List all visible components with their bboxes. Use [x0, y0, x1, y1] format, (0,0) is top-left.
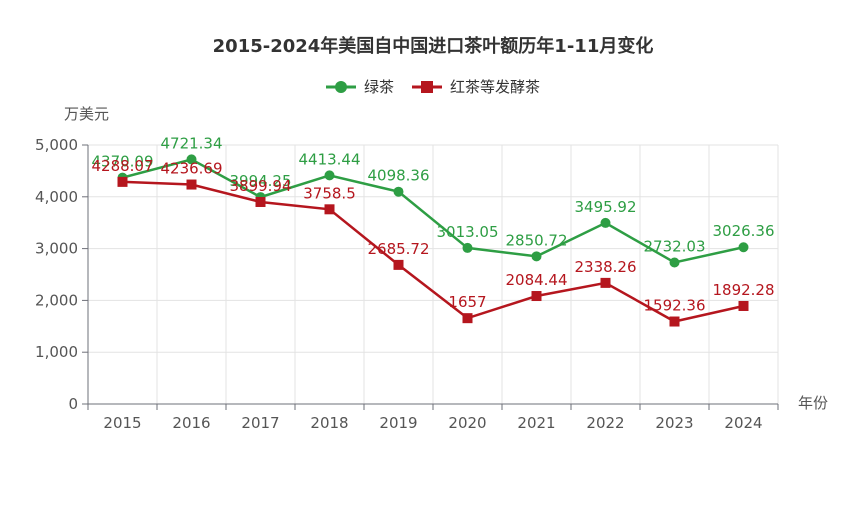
series-layer — [117, 154, 749, 327]
data-point[interactable] — [393, 186, 404, 197]
data-label: 3026.36 — [712, 222, 774, 240]
data-label: 3758.5 — [303, 184, 356, 202]
x-tick-label: 2024 — [724, 414, 762, 432]
x-tick-label: 2021 — [517, 414, 555, 432]
data-point[interactable] — [462, 242, 473, 253]
grid-lines — [88, 144, 779, 404]
x-axis-title: 年份 — [798, 394, 828, 412]
data-point[interactable] — [393, 259, 404, 270]
y-tick-label: 4,000 — [35, 188, 78, 206]
data-label: 1657 — [448, 293, 486, 311]
data-label: 3994.25 — [229, 172, 291, 190]
x-tick-label: 2020 — [448, 414, 486, 432]
x-tick-label: 2016 — [172, 414, 210, 432]
data-labels: 4370.09 4721.34 3994.25 4413.44 4098.36 3013.… — [91, 134, 774, 314]
chart-title: 2015-2024年美国自中国进口茶叶额历年1-11月变化 — [213, 35, 654, 57]
data-point[interactable] — [600, 277, 611, 288]
x-tick-label: 2018 — [310, 414, 348, 432]
legend-label: 绿茶 — [364, 78, 394, 96]
data-point[interactable] — [738, 300, 749, 311]
x-tick-label: 2019 — [379, 414, 417, 432]
y-tick-label: 1,000 — [35, 343, 78, 361]
x-tick-label: 2017 — [241, 414, 279, 432]
data-label: 4370.09 — [91, 153, 153, 171]
data-label: 4413.44 — [298, 150, 360, 168]
data-label: 4236.69 — [160, 160, 222, 178]
data-label: 3495.92 — [574, 198, 636, 216]
legend-item[interactable]: 红茶等发酵茶 — [412, 78, 540, 96]
data-label: 2338.26 — [574, 258, 636, 276]
data-point[interactable] — [255, 196, 266, 207]
data-point[interactable] — [186, 154, 197, 165]
data-point[interactable] — [669, 257, 680, 268]
data-label: 4098.36 — [367, 167, 429, 185]
axes: 0 1,000 2,000 3,000 4,000 5,000 2015 2016 2017 20… — [35, 136, 779, 432]
data-point[interactable] — [531, 291, 542, 302]
data-label: 1892.28 — [712, 281, 774, 299]
y-tick-label: 2,000 — [35, 291, 78, 309]
data-point[interactable] — [186, 179, 197, 190]
y-axis-title: 万美元 — [64, 105, 109, 123]
data-label: 4721.34 — [160, 134, 222, 152]
legend-item[interactable]: 绿茶 — [326, 78, 394, 96]
data-point[interactable] — [324, 204, 335, 215]
x-tick-label: 2022 — [586, 414, 624, 432]
series-line — [122, 180, 744, 323]
data-label: 2850.72 — [505, 231, 567, 249]
data-point[interactable] — [669, 316, 680, 327]
data-point[interactable] — [600, 217, 611, 228]
data-label: 1592.36 — [643, 297, 705, 315]
data-label: 2084.44 — [505, 271, 567, 289]
y-tick-label: 5,000 — [35, 136, 78, 154]
data-label: 2685.72 — [367, 240, 429, 258]
x-tick-label: 2023 — [655, 414, 693, 432]
data-point[interactable] — [531, 251, 542, 262]
data-label: 3899.94 — [229, 177, 291, 195]
data-label: 3013.05 — [436, 223, 498, 241]
legend-marker — [421, 81, 433, 93]
data-label: 2732.03 — [643, 237, 705, 255]
data-point[interactable] — [117, 176, 128, 187]
legend-marker — [335, 81, 347, 93]
data-point[interactable] — [324, 170, 335, 181]
legend[interactable]: 绿茶 红茶等发酵茶 — [326, 78, 540, 96]
x-tick-label: 2015 — [103, 414, 141, 432]
data-label: 4288.07 — [91, 157, 153, 175]
data-point[interactable] — [462, 313, 473, 324]
y-tick-label: 0 — [68, 395, 78, 413]
series-line — [122, 158, 744, 264]
legend-label: 红茶等发酵茶 — [450, 78, 540, 96]
y-tick-label: 3,000 — [35, 240, 78, 258]
data-point[interactable] — [738, 242, 749, 253]
